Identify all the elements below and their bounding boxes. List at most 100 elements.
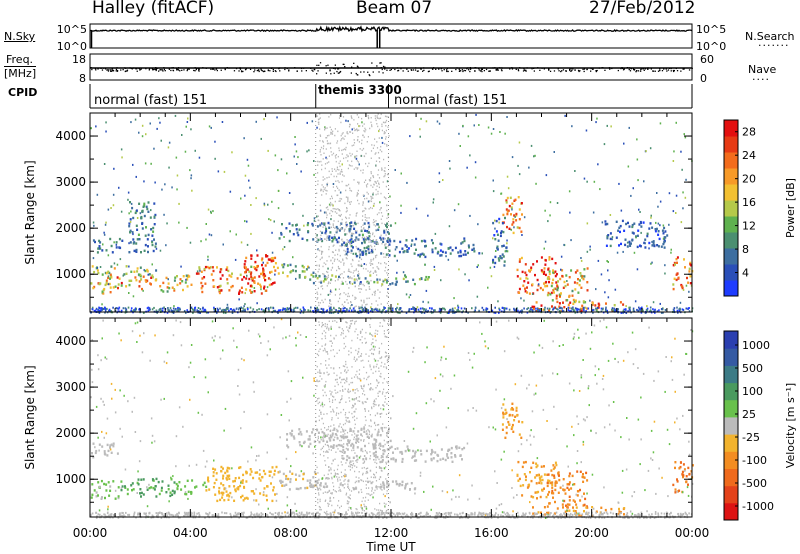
echo-cell [241, 291, 244, 294]
echo-cell [408, 449, 411, 452]
echo-cell [467, 498, 469, 501]
echo-cell [244, 309, 246, 312]
echo-cell [277, 169, 279, 172]
echo-cell [243, 359, 245, 362]
echo-cell [223, 308, 225, 311]
echo-cell [638, 223, 641, 226]
freq-point [238, 70, 240, 72]
echo-cell [229, 491, 232, 495]
echo-cell [287, 308, 290, 311]
echo-cell [553, 466, 556, 469]
echo-cell [556, 300, 559, 304]
freq-point [343, 63, 345, 66]
freq-point [215, 68, 218, 70]
echo-cell [337, 300, 339, 303]
echo-cell [385, 253, 388, 256]
echo-cell [582, 504, 585, 507]
echo-cell [606, 237, 609, 240]
echo-cell [375, 220, 377, 222]
freq-point [244, 69, 247, 71]
echo-cell [300, 433, 303, 436]
echo-cell [362, 201, 364, 203]
echo-cell [307, 265, 309, 268]
echo-cell [332, 207, 334, 210]
echo-cell [604, 291, 606, 294]
freq-point [537, 67, 539, 69]
echo-cell [373, 438, 376, 441]
echo-cell [687, 281, 690, 284]
echo-cell [651, 226, 654, 229]
freq-point [543, 68, 545, 70]
freq-point [109, 69, 111, 71]
echo-cell [495, 219, 498, 223]
echo-cell [350, 221, 353, 224]
freq-point [224, 68, 226, 70]
echo-cell [361, 237, 363, 239]
echo-cell [630, 194, 632, 197]
echo-cell [501, 245, 504, 248]
echo-cell [138, 202, 141, 205]
echo-cell [104, 310, 107, 312]
echo-cell [370, 200, 373, 203]
echo-cell [291, 472, 294, 475]
echo-cell [439, 254, 442, 257]
date-title: 27/Feb/2012 [589, 0, 696, 18]
echo-cell [367, 480, 370, 484]
echo-cell [655, 492, 657, 495]
echo-cell [520, 256, 523, 260]
echo-cell [543, 282, 546, 285]
echo-cell [381, 167, 383, 169]
echo-cell [261, 475, 264, 479]
echo-cell [108, 271, 111, 275]
echo-cell [201, 284, 204, 288]
echo-cell [688, 310, 691, 313]
echo-cell [471, 366, 474, 369]
echo-cell [344, 301, 346, 303]
echo-cell [237, 488, 240, 491]
echo-cell [585, 332, 587, 335]
echo-cell [475, 409, 478, 412]
echo-cell [614, 288, 617, 291]
echo-cell [365, 252, 368, 256]
echo-cell [518, 433, 521, 436]
echo-cell [306, 479, 309, 482]
echo-cell [528, 269, 530, 272]
echo-cell [273, 265, 275, 269]
echo-cell [424, 263, 426, 266]
echo-cell [345, 458, 348, 462]
echo-cell [157, 480, 160, 484]
echo-cell [459, 251, 462, 254]
echo-cell [190, 174, 193, 177]
echo-cell [153, 215, 156, 218]
echo-cell [325, 263, 327, 266]
echo-cell [382, 483, 385, 486]
echo-cell [361, 228, 363, 231]
freq-point [162, 70, 164, 72]
echo-cell [532, 309, 534, 312]
echo-cell [279, 436, 281, 439]
echo-cell [365, 507, 368, 510]
echo-cell [574, 170, 576, 172]
echo-cell [324, 238, 326, 240]
echo-cell [246, 243, 249, 246]
echo-cell [553, 476, 556, 479]
echo-cell [533, 155, 535, 158]
echo-cell [365, 254, 367, 257]
echo-cell [186, 275, 189, 279]
echo-cell [605, 308, 607, 311]
echo-cell [551, 281, 554, 285]
echo-cell [213, 285, 216, 288]
freq-point [97, 68, 99, 70]
echo-cell [348, 125, 351, 128]
echo-cell [322, 141, 324, 143]
echo-cell [246, 306, 249, 309]
echo-cell [357, 238, 360, 241]
echo-cell [668, 223, 670, 226]
echo-cell [357, 264, 359, 267]
echo-cell [214, 468, 217, 471]
freq-point [463, 69, 465, 72]
freq-point [400, 68, 402, 70]
echo-cell [328, 469, 330, 472]
echo-cell [681, 473, 684, 477]
echo-cell [256, 254, 259, 257]
